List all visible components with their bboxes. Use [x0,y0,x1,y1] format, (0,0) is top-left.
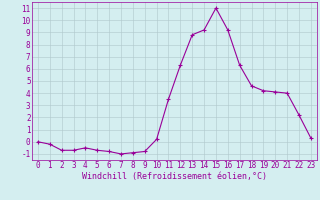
X-axis label: Windchill (Refroidissement éolien,°C): Windchill (Refroidissement éolien,°C) [82,172,267,181]
